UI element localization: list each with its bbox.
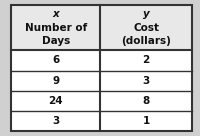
Bar <box>11 5 191 131</box>
Text: y: y <box>142 9 149 19</box>
Text: 24: 24 <box>48 96 63 106</box>
Text: 3: 3 <box>52 116 59 126</box>
Text: Days: Days <box>41 36 70 46</box>
Text: x: x <box>52 9 59 19</box>
Text: Cost: Cost <box>133 23 158 33</box>
Bar <box>11 5 191 50</box>
Text: Number of: Number of <box>25 23 86 33</box>
Text: 1: 1 <box>142 116 149 126</box>
Text: (dollars): (dollars) <box>121 36 170 46</box>
Bar <box>11 5 191 131</box>
Text: 9: 9 <box>52 76 59 86</box>
Text: 6: 6 <box>52 55 59 65</box>
Text: 3: 3 <box>142 76 149 86</box>
Text: 2: 2 <box>142 55 149 65</box>
Text: 8: 8 <box>142 96 149 106</box>
